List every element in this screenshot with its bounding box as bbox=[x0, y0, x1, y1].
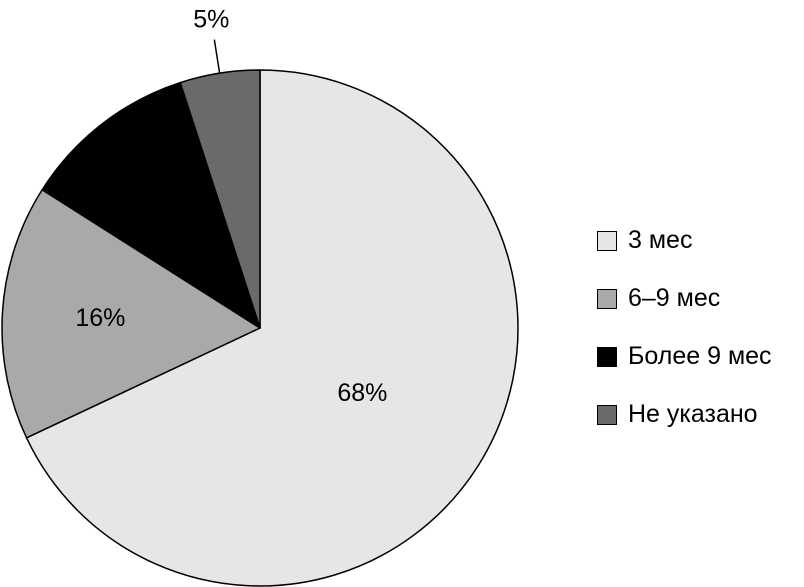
legend-swatch-ne-ukazano bbox=[597, 404, 617, 425]
pie-slice-3-mes bbox=[25, 69, 519, 587]
legend-label-6-9-mes: 6–9 мес bbox=[628, 284, 721, 312]
legend-swatch-3-mes bbox=[597, 230, 617, 251]
data-label-3-mes: 68% bbox=[337, 379, 387, 407]
pie-slice-bolee-9-mes bbox=[41, 81, 261, 329]
legend-item-6-9-mes: 6–9 мес bbox=[597, 284, 772, 313]
legend-label-bolee-9-mes: Более 9 мес bbox=[628, 342, 772, 370]
legend-label-3-mes: 3 мес bbox=[628, 226, 693, 254]
pie-slice-ne-ukazano bbox=[179, 69, 261, 329]
legend-swatch-bolee-9-mes bbox=[597, 346, 617, 367]
data-label-ne-ukazano: 5% bbox=[193, 6, 229, 34]
data-label-6-9-mes: 16% bbox=[75, 304, 125, 332]
legend-item-3-mes: 3 мес bbox=[597, 226, 772, 255]
legend-swatch-6-9-mes bbox=[597, 288, 617, 309]
leader-line-ne-ukazano bbox=[213, 39, 221, 74]
pie-slice-6-9-mes bbox=[1, 189, 261, 439]
data-label-bolee-9-mes: 11% bbox=[138, 188, 186, 216]
legend-label-ne-ukazano: Не указано bbox=[628, 400, 758, 428]
legend: 3 мес 6–9 мес Более 9 мес Не указано bbox=[597, 226, 772, 458]
legend-item-ne-ukazano: Не указано bbox=[597, 400, 772, 429]
legend-item-bolee-9-mes: Более 9 мес bbox=[597, 342, 772, 371]
